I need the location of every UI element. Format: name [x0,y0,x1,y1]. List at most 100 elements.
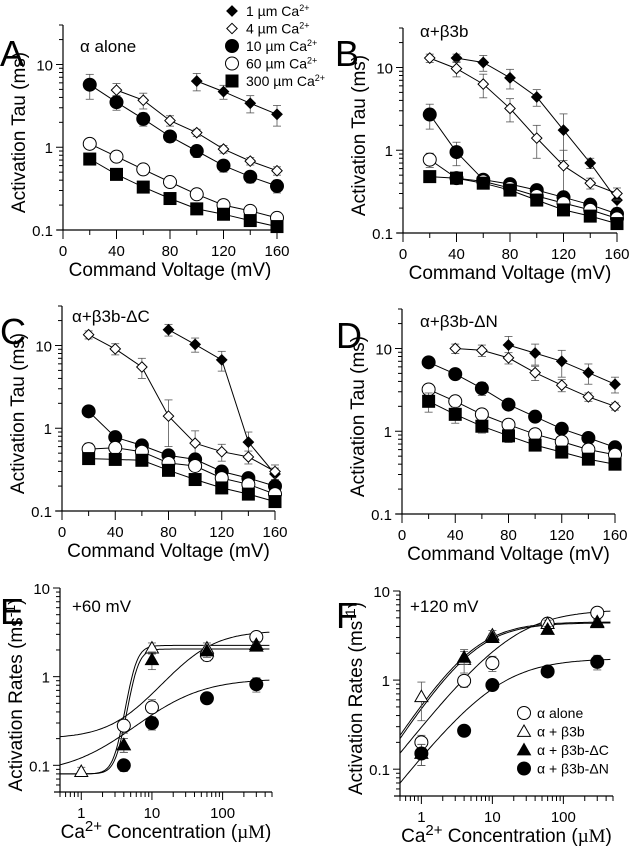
series-circle-filled [82,73,284,194]
data-point [82,77,97,92]
data-point [540,621,555,635]
data-point [217,143,230,155]
x-axis-label: Command Voltage (mV) [409,263,612,284]
y-axis-label-superscript: -1 [2,605,18,618]
data-point [135,453,149,467]
data-point [610,217,624,231]
data-point [116,758,131,773]
legend-label-superscript: 2+ [307,56,317,66]
data-point [144,652,160,666]
y-axis-label: Activation Rates (ms-1) [2,598,27,791]
y-axis-label: Activation Tau (ms) [9,52,30,213]
data-point [530,91,543,103]
x-tick-label: 160 [604,246,629,263]
y-axis-label: Activation Tau (ms) [8,333,29,494]
x-axis-label-part: Concentration ( [443,826,579,847]
series-diamond-open [82,328,281,480]
y-tick-label: 10 [33,581,50,598]
data-point [271,164,283,177]
x-axis-label: Command Voltage (mV) [407,544,610,565]
series-diamond-filled [450,52,623,209]
data-point [163,129,177,144]
data-point [137,94,150,107]
y-tick-label: 0.1 [29,758,50,775]
y-axis-label-part: ) [6,598,27,604]
panel-title: +120 mV [410,597,479,616]
data-point [136,180,150,194]
x-tick-label: 0 [58,524,66,541]
series-square-filled [422,392,622,471]
data-point [609,378,621,391]
data-point [188,473,202,487]
data-point [268,495,282,509]
x-tick-label: 120 [551,246,576,263]
data-point [528,438,542,452]
data-point [110,84,123,97]
y-tick-label: 10 [36,57,53,74]
data-point [199,643,215,657]
data-point [540,664,555,679]
y-tick-label: 1 [45,140,53,157]
series-circle-filled [414,654,605,766]
data-point [109,342,122,355]
data-point [583,209,597,223]
data-point [109,149,124,164]
legend-label-text: 300 µm Ca [246,73,315,89]
data-point [485,678,500,693]
data-point [582,366,595,379]
panel-title: α+β3b-ΔC [72,307,150,326]
legend-marker [516,742,532,756]
x-axis-label: Ca2+ Concentration (µM) [61,818,272,843]
legend-label-superscript: 2+ [299,3,309,13]
x-tick-label: 80 [162,243,179,260]
data-point [270,220,284,234]
y-axis-label: Activation Rates (ms-1) [342,602,367,795]
data-point [474,381,489,396]
x-tick-label: 0 [399,246,407,263]
x-tick-label: 10 [144,805,161,822]
data-point [243,214,257,228]
panel-title: +60 mV [72,597,132,616]
data-point [529,366,542,379]
data-point [456,649,472,663]
data-point [589,615,605,629]
legend-label-superscript: 2+ [307,38,317,48]
series-line [429,57,618,194]
data-point [423,52,436,64]
data-point [450,171,463,185]
legend-marker [517,706,531,720]
series-diamond-open [449,342,621,413]
data-point [190,202,204,216]
legend-marker [516,723,532,737]
data-point [422,394,436,408]
legend-marker [517,761,531,776]
x-tick-label: 160 [602,527,627,544]
panel-letter: E [0,591,24,632]
y-tick-label: 10 [376,60,393,77]
data-point [164,114,176,127]
data-point [216,158,231,173]
x-axis-label-unit: µM [578,826,606,847]
x-tick-label: 0 [59,243,67,260]
data-point [557,124,570,137]
x-tick-label: 40 [108,243,125,260]
legend-label-text: 4 µm Ca [246,21,299,37]
data-point [504,102,516,115]
data-point [189,338,202,351]
data-point [504,71,516,84]
legend-constructs: α alone α + β3b α + β3b-ΔC α + β3b-ΔN [516,705,609,777]
data-point [449,145,464,160]
data-point [476,176,490,190]
x-tick-label: 40 [447,527,464,544]
legend-label: α + β3b-ΔC [537,742,609,758]
x-axis-label: Command Voltage (mV) [67,541,270,562]
fit-curve [60,648,270,775]
data-point [474,407,489,422]
data-point [242,436,255,449]
x-tick-label: 100 [210,805,235,822]
data-point [162,463,175,477]
x-tick-label: 10 [484,809,501,826]
x-tick-label: 80 [502,246,519,263]
